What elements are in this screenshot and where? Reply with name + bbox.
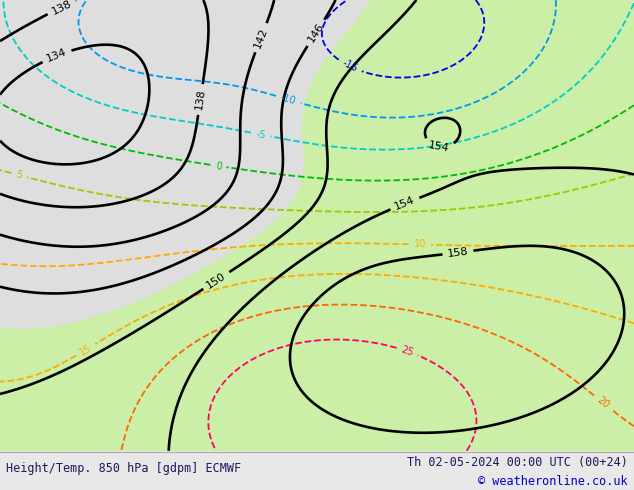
- Text: Th 02-05-2024 00:00 UTC (00+24): Th 02-05-2024 00:00 UTC (00+24): [407, 456, 628, 469]
- Text: 20: 20: [595, 395, 611, 410]
- Text: 146: 146: [306, 21, 326, 45]
- Text: -5: -5: [255, 129, 266, 140]
- Text: 25: 25: [399, 344, 415, 358]
- Text: 154: 154: [428, 140, 450, 153]
- Text: 134: 134: [45, 47, 68, 64]
- Text: © weatheronline.co.uk: © weatheronline.co.uk: [478, 475, 628, 488]
- Text: Height/Temp. 850 hPa [gdpm] ECMWF: Height/Temp. 850 hPa [gdpm] ECMWF: [6, 462, 242, 475]
- Text: 158: 158: [447, 246, 469, 259]
- Text: -10: -10: [280, 93, 297, 106]
- Text: 138: 138: [50, 0, 73, 16]
- Text: 154: 154: [393, 195, 417, 212]
- Text: -15: -15: [340, 58, 359, 74]
- Text: 10: 10: [413, 239, 426, 249]
- Text: 142: 142: [252, 26, 269, 49]
- Text: 0: 0: [215, 161, 222, 171]
- Text: 15: 15: [78, 343, 94, 357]
- Text: 138: 138: [194, 88, 207, 111]
- Text: 150: 150: [205, 270, 228, 291]
- Text: 5: 5: [15, 170, 23, 181]
